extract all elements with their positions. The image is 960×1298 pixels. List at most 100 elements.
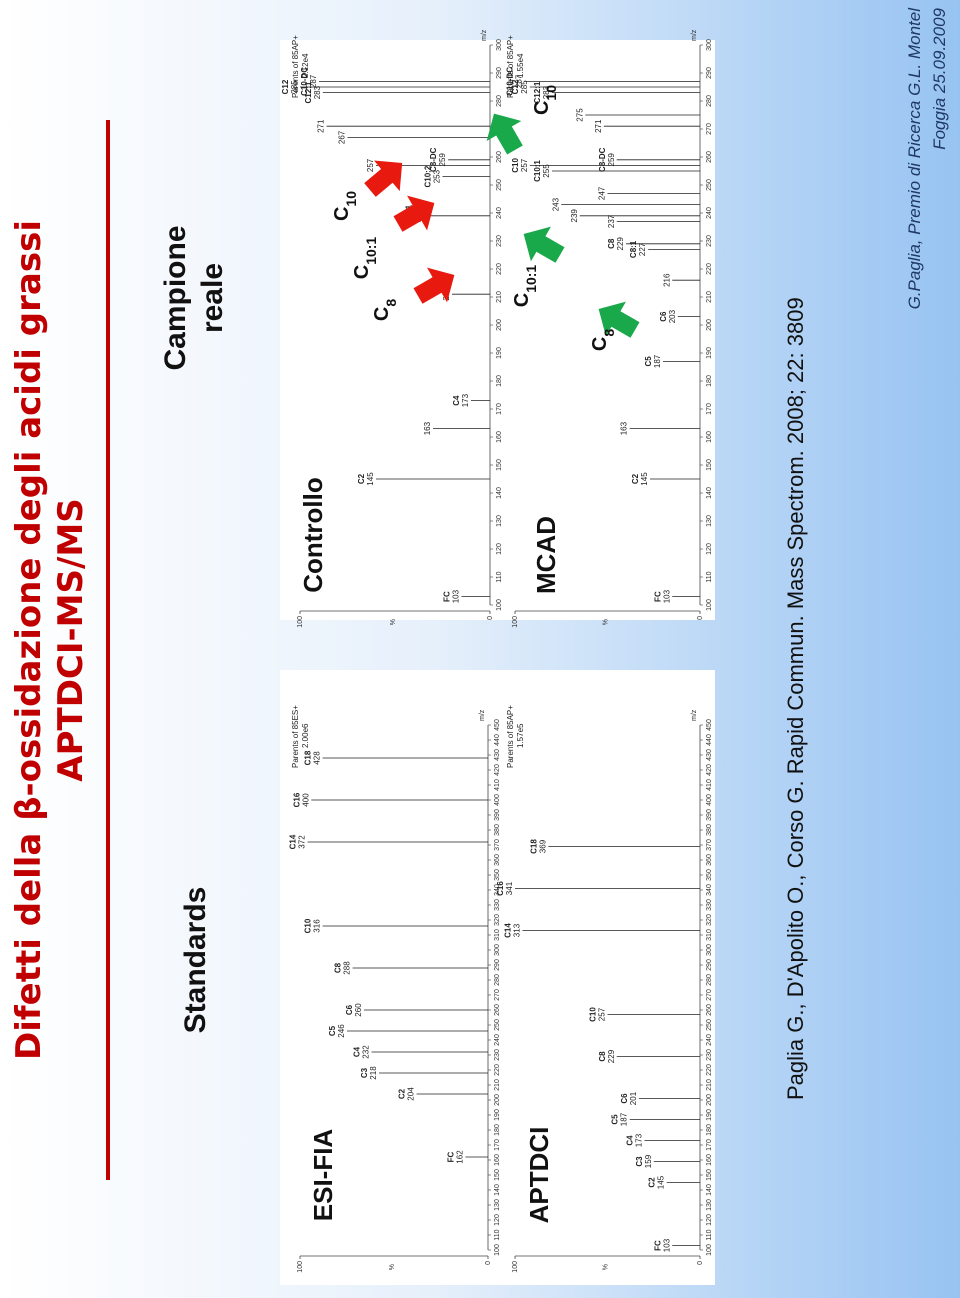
- x-tick-label: 230: [706, 1049, 713, 1061]
- peak-mz: 103: [452, 589, 461, 603]
- peak-name: C12: [511, 79, 520, 94]
- x-tick-label: 200: [706, 1094, 713, 1106]
- peak-mz: 187: [653, 354, 662, 368]
- annotation: C10: [331, 191, 359, 221]
- x-tick-label: 180: [496, 375, 503, 387]
- peak-name: C3: [360, 1067, 369, 1078]
- peak-mz: 275: [575, 108, 584, 122]
- x-tick-label: 150: [494, 1169, 501, 1181]
- peak-mz: 285: [520, 80, 529, 94]
- x-tick-label: 210: [494, 1079, 501, 1091]
- peak-mz: 247: [598, 186, 607, 200]
- x-tick-label: 280: [494, 974, 501, 986]
- peak-mz: 103: [662, 1238, 671, 1252]
- peak-mz: 260: [354, 1003, 363, 1017]
- x-tick-label: 100: [494, 1244, 501, 1256]
- spectrum-label: MCAD: [531, 516, 561, 594]
- x-tick-label: 130: [494, 1199, 501, 1211]
- y-axis-label: %: [390, 619, 397, 625]
- x-tick-label: 140: [496, 487, 503, 499]
- x-tick-label: 400: [706, 794, 713, 806]
- peak-mz: 287: [514, 74, 523, 88]
- x-tick-label: 240: [706, 207, 713, 219]
- x-tick-label: 260: [706, 151, 713, 163]
- peak-mz: 253: [433, 169, 442, 183]
- arrow-green: [598, 301, 640, 338]
- x-tick-label: 210: [496, 291, 503, 303]
- peak-name: C2: [357, 473, 366, 484]
- peak-name: C4: [626, 1135, 635, 1146]
- x-tick-label: 210: [706, 1079, 713, 1091]
- peak-mz: 259: [607, 153, 616, 167]
- x-tick-label: 170: [494, 1139, 501, 1151]
- x-tick-label: 190: [494, 1109, 501, 1121]
- peak-mz: 428: [313, 751, 322, 765]
- x-tick-label: 230: [496, 235, 503, 247]
- section-standards: Standards: [179, 887, 212, 1034]
- spectrum-header: Parents of 85AP+: [291, 35, 300, 98]
- x-tick-label: 230: [706, 235, 713, 247]
- x-tick-label: 150: [706, 459, 713, 471]
- peak-name: C14: [503, 923, 512, 938]
- x-tick-label: 120: [706, 1214, 713, 1226]
- x-tick-label: 130: [706, 1199, 713, 1211]
- x-tick-label: 360: [494, 854, 501, 866]
- x-tick-label: 350: [494, 869, 501, 881]
- title-line2: APTDCI-MS/MS: [51, 498, 91, 781]
- peak-name: C18: [529, 839, 538, 854]
- peak-mz: 232: [361, 1045, 370, 1059]
- x-tick-label: 190: [706, 347, 713, 359]
- spectrum-header: 2.12e4: [301, 53, 310, 78]
- annotation: C8: [589, 329, 617, 351]
- peak-name: C10:2: [424, 165, 433, 187]
- peak-mz: 145: [366, 472, 375, 486]
- peak-mz: 285: [290, 80, 299, 94]
- peak-mz: 246: [337, 1024, 346, 1038]
- x-tick-label: 300: [706, 39, 713, 51]
- x-tick-label: 390: [494, 809, 501, 821]
- x-tick-label: 110: [706, 571, 713, 582]
- spectrum-label: Controllo: [298, 477, 328, 593]
- annotation-index: 10:1: [523, 265, 539, 293]
- peak-name: FC: [446, 1151, 455, 1162]
- annotation: C10:1: [511, 265, 539, 308]
- peak-name: C8: [334, 962, 343, 973]
- x-tick-label: 380: [494, 824, 501, 836]
- peak-mz: 103: [662, 589, 671, 603]
- peak-mz: 218: [369, 1066, 378, 1080]
- peak-mz: 369: [538, 839, 547, 853]
- peak-name: C14: [289, 834, 298, 849]
- x-tick-label: 440: [706, 734, 713, 746]
- peak-name: C8: [607, 238, 616, 249]
- peak-name: C16: [292, 792, 301, 807]
- x-axis-label: m/z: [479, 709, 486, 721]
- x-tick-label: 300: [496, 39, 503, 51]
- x-tick-label: 190: [706, 1109, 713, 1121]
- peak-mz: 173: [635, 1133, 644, 1147]
- x-tick-label: 220: [496, 263, 503, 275]
- peak-mz: 187: [620, 1112, 629, 1126]
- peak-mz: 341: [505, 881, 514, 895]
- peak-name: C10: [589, 1007, 598, 1022]
- x-tick-label: 200: [494, 1094, 501, 1106]
- peak-name: C16: [496, 881, 505, 896]
- x-tick-label: 170: [706, 403, 713, 415]
- y-tick-label: 0: [697, 616, 704, 620]
- x-tick-label: 170: [496, 403, 503, 415]
- x-tick-label: 200: [496, 319, 503, 331]
- section-sample: reale: [196, 263, 229, 333]
- x-tick-label: 180: [706, 1124, 713, 1136]
- peak-name: C10: [304, 918, 313, 933]
- x-tick-label: 280: [706, 95, 713, 107]
- x-tick-label: 340: [494, 884, 501, 896]
- x-tick-label: 120: [494, 1214, 501, 1226]
- x-tick-label: 360: [706, 854, 713, 866]
- x-tick-label: 250: [706, 1019, 713, 1031]
- peak-name: C10-DC: [505, 67, 514, 96]
- peak-name: C5: [611, 1114, 620, 1125]
- peak-mz: 227: [638, 242, 647, 256]
- x-tick-label: 130: [706, 515, 713, 527]
